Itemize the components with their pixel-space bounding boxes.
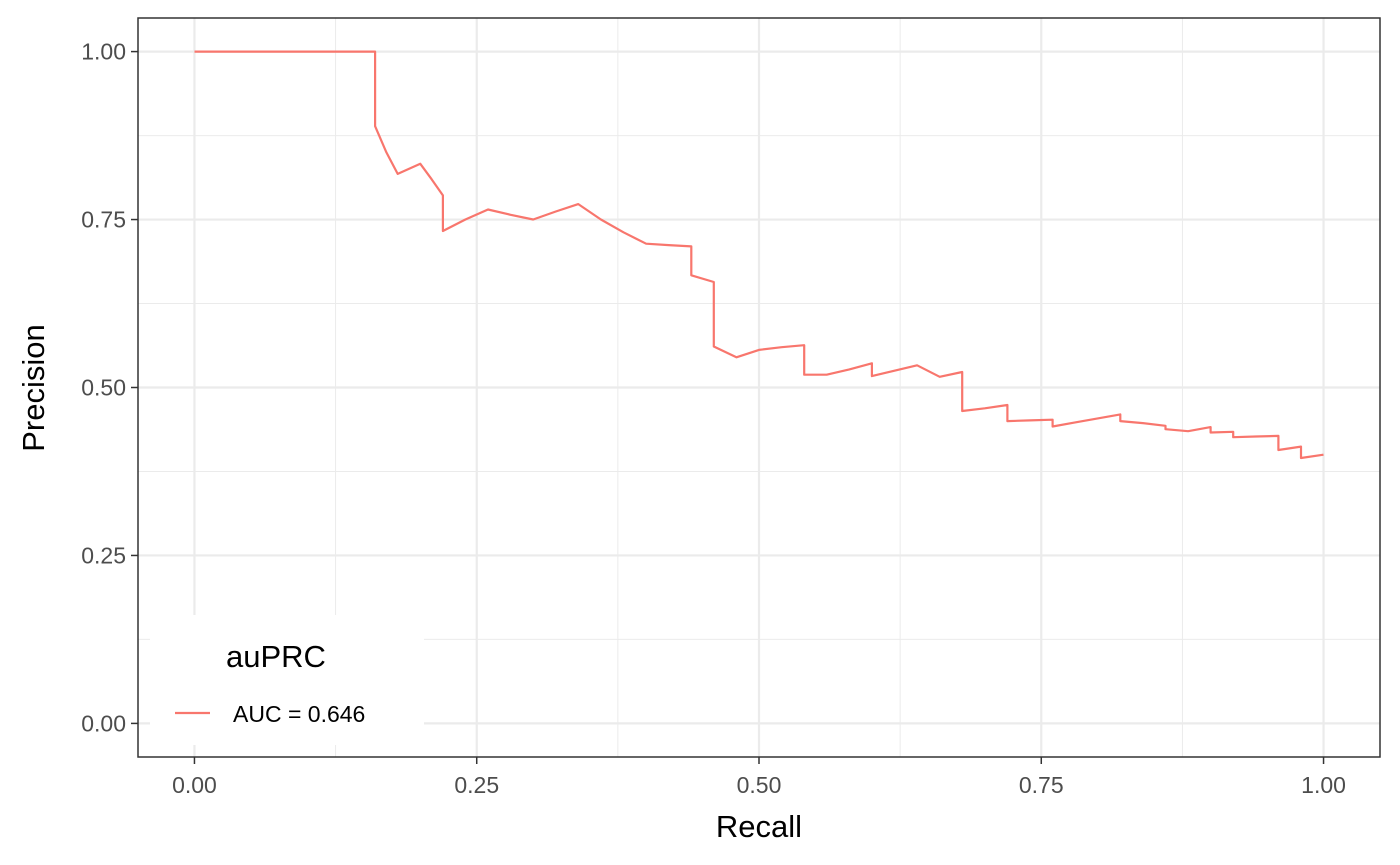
y-axis-ticks: 0.00 0.25 0.50 0.75 1.00	[81, 39, 138, 736]
y-tick-label: 0.25	[81, 542, 126, 568]
y-tick-label: 0.75	[81, 207, 126, 233]
x-tick-label: 0.50	[737, 772, 782, 798]
x-axis-title: Recall	[716, 809, 802, 844]
legend: auPRC AUC = 0.646	[150, 615, 424, 745]
x-tick-label: 0.75	[1019, 772, 1064, 798]
x-axis-ticks: 0.00 0.25 0.50 0.75 1.00	[172, 757, 1346, 798]
legend-label: AUC = 0.646	[233, 701, 365, 727]
y-axis-title: Precision	[16, 324, 51, 452]
y-tick-label: 0.50	[81, 375, 126, 401]
legend-title: auPRC	[226, 639, 326, 674]
x-tick-label: 0.25	[454, 772, 499, 798]
series-line	[194, 50, 1324, 460]
y-tick-label: 0.00	[81, 710, 126, 736]
legend-box	[150, 615, 424, 745]
x-tick-label: 1.00	[1301, 772, 1346, 798]
series-layer	[194, 50, 1324, 460]
x-tick-label: 0.00	[172, 772, 217, 798]
y-tick-label: 1.00	[81, 39, 126, 65]
